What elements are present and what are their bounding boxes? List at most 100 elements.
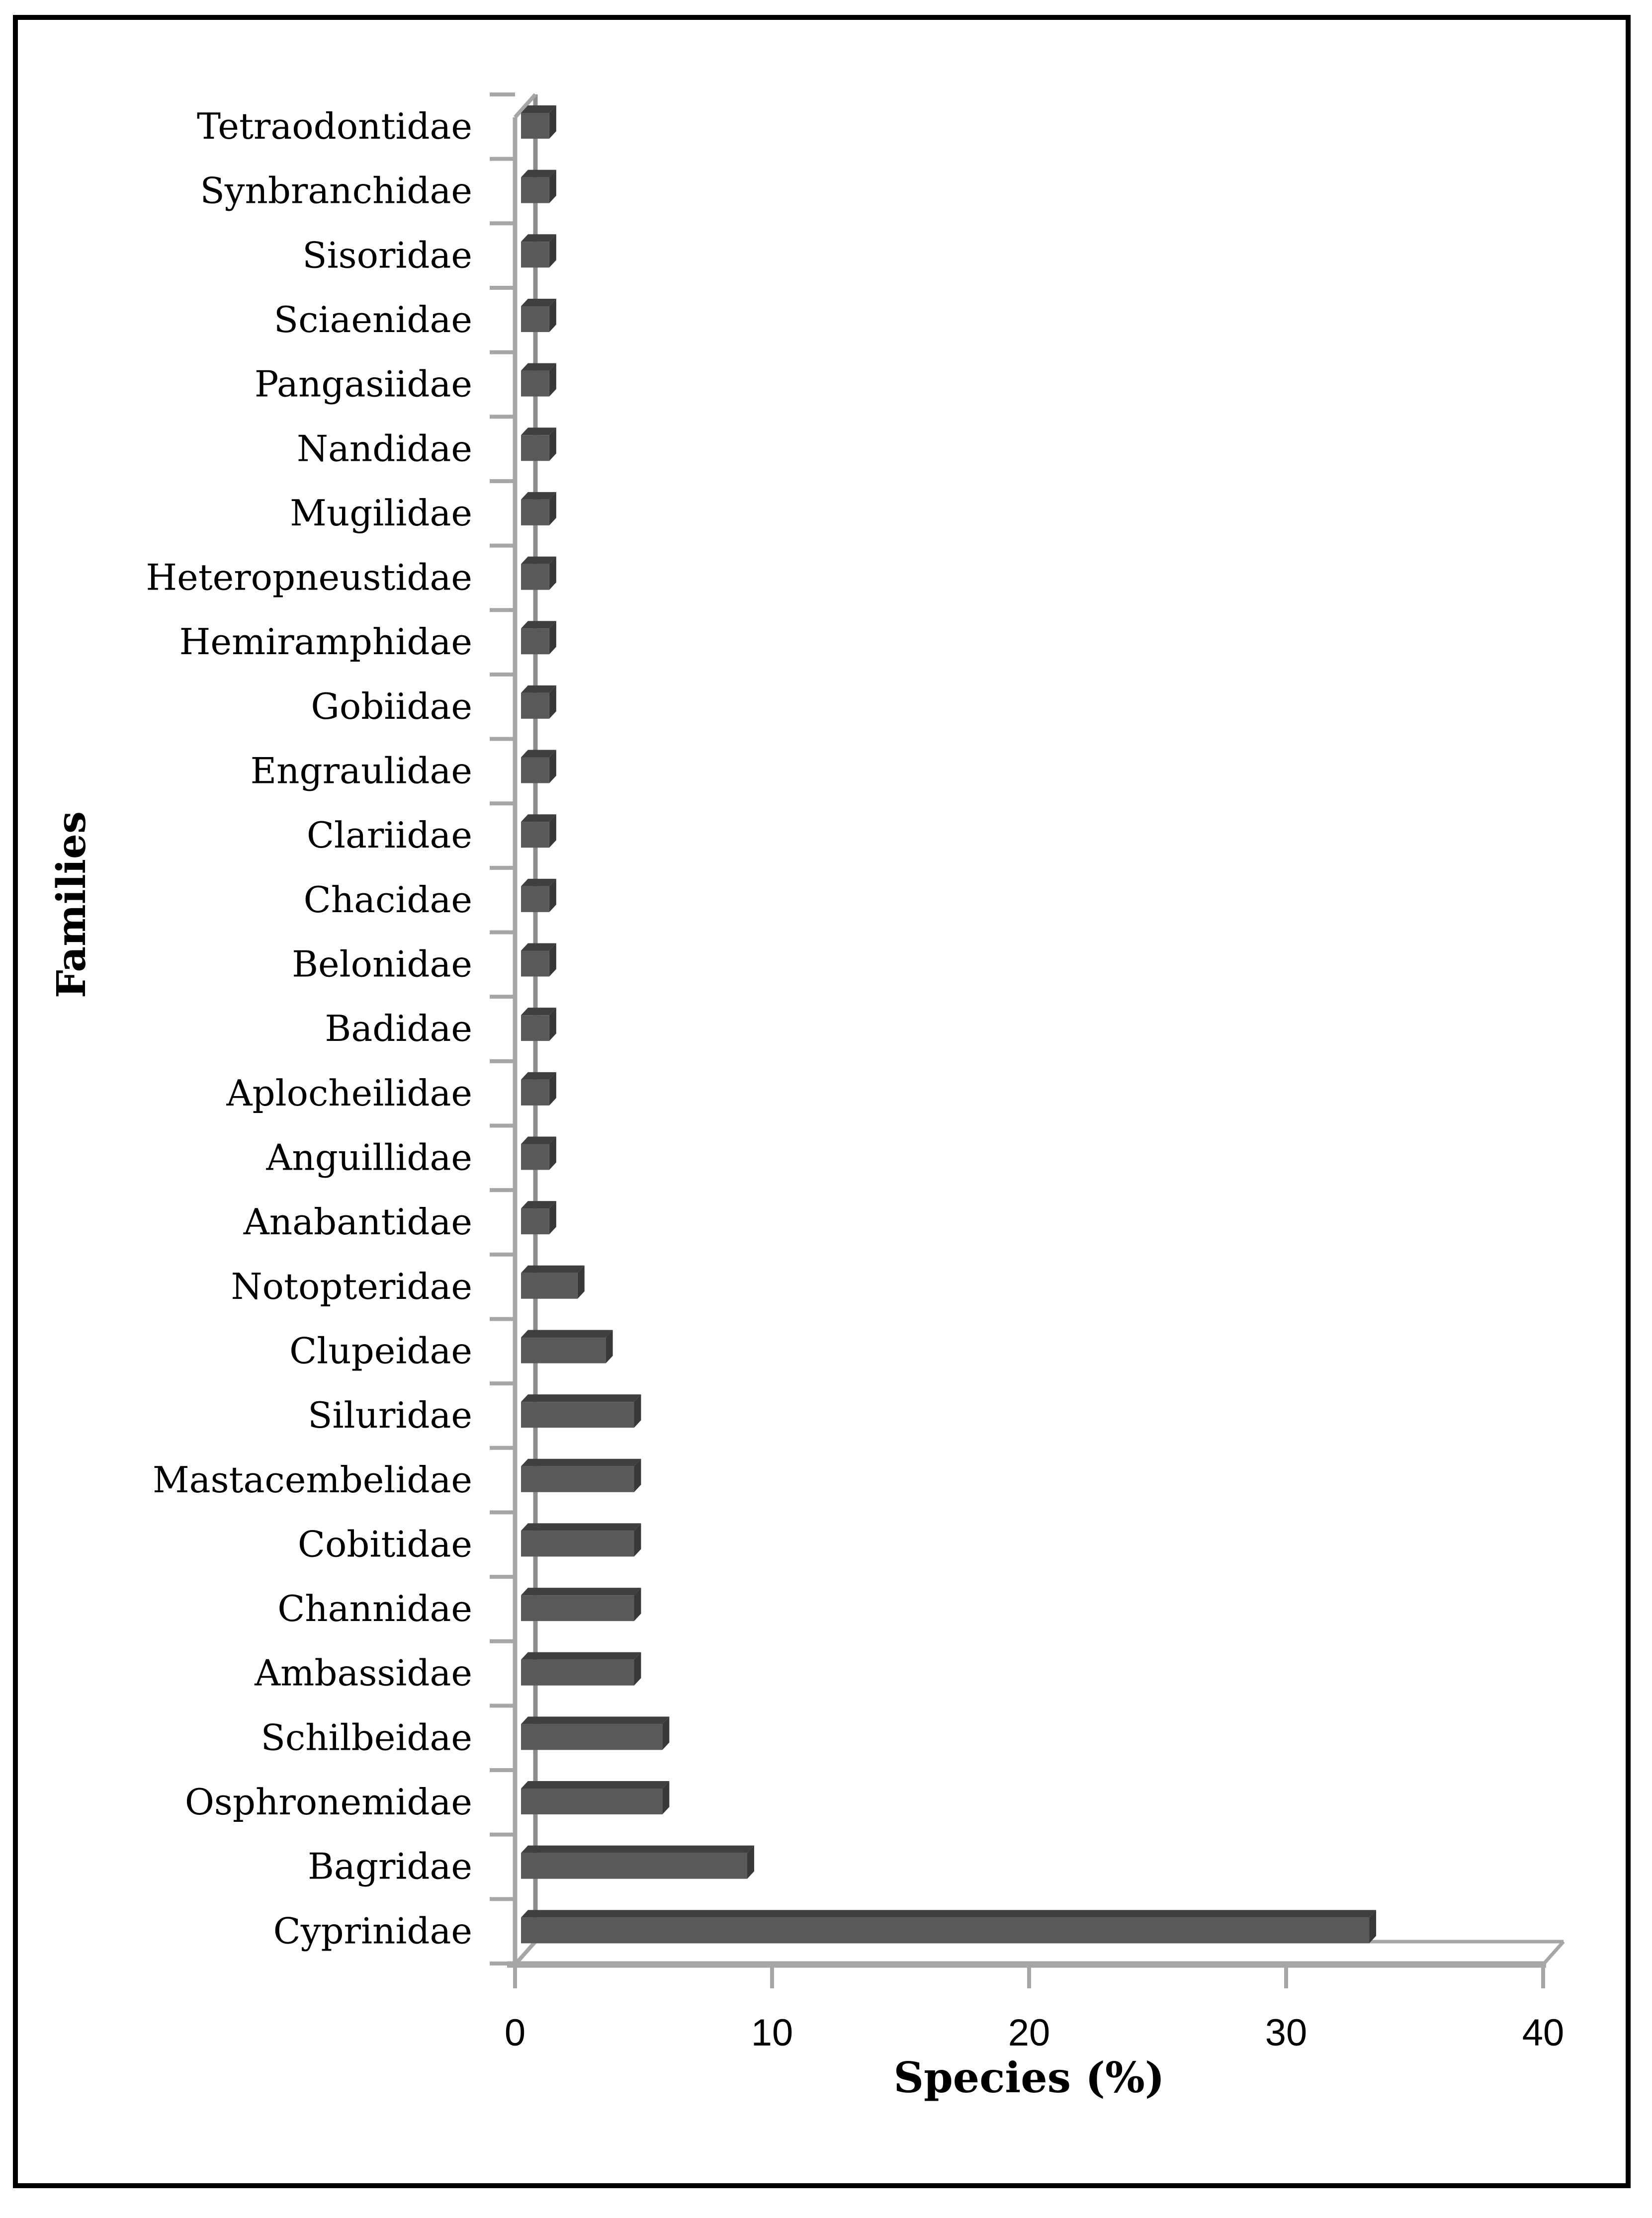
bar-end-face <box>747 1845 754 1879</box>
bar-front-face <box>521 628 549 655</box>
bar-top-face <box>521 427 556 435</box>
bar-front-face <box>521 886 549 912</box>
bar-row <box>521 1201 556 1235</box>
category-label: Notopteridae <box>231 1266 472 1307</box>
bar-end-face <box>606 1330 613 1364</box>
bar-front-face <box>521 1015 549 1041</box>
bar-front-face <box>521 692 549 719</box>
category-label: Siluridae <box>308 1394 472 1436</box>
bar-row <box>521 363 556 397</box>
bar-front-face <box>521 242 549 268</box>
x-tick-label: 20 <box>1008 2012 1050 2054</box>
bar-front-face <box>521 564 549 590</box>
category-label: Clariidae <box>307 814 472 856</box>
bar-end-face <box>634 1652 641 1686</box>
bar-row <box>521 1588 641 1621</box>
bar-front-face <box>521 1402 634 1428</box>
bar-end-face <box>549 234 556 268</box>
bar-row <box>521 1008 556 1041</box>
category-label: Synbranchidae <box>200 170 472 212</box>
bar-top-face <box>521 1716 670 1724</box>
bar-end-face <box>549 427 556 461</box>
category-label: Mugilidae <box>290 492 472 534</box>
bar-row <box>521 685 556 719</box>
bar-row <box>521 1330 613 1364</box>
bar-row <box>521 1136 556 1170</box>
bar-top-face <box>521 1008 556 1016</box>
bar-end-face <box>549 685 556 719</box>
bar-end-face <box>549 105 556 139</box>
bar-front-face <box>521 1659 634 1686</box>
category-label: Chacidae <box>304 879 472 921</box>
bar-top-face <box>521 1136 556 1144</box>
bar-end-face <box>549 1201 556 1235</box>
bar-front-face <box>521 370 549 397</box>
bar-end-face <box>634 1523 641 1557</box>
bar-front-face <box>521 1337 606 1364</box>
category-label: Engraulidae <box>251 750 472 792</box>
bar-front-face <box>521 950 549 977</box>
bar-front-face <box>521 113 549 139</box>
bar-end-face <box>549 1008 556 1041</box>
bar-row <box>521 1910 1377 1944</box>
bar-row <box>521 621 556 655</box>
category-label: Gobiidae <box>311 685 472 727</box>
bar-front-face <box>521 822 549 848</box>
bar-top-face <box>521 1523 641 1531</box>
y-axis-title: Families <box>48 811 94 999</box>
category-label: Belonidae <box>292 943 472 985</box>
bar-front-face <box>521 1079 549 1106</box>
bar-top-face <box>521 1910 1377 1918</box>
category-label: Clupeidae <box>289 1330 472 1371</box>
bar-end-face <box>549 492 556 525</box>
category-label: Nandidae <box>297 427 472 469</box>
category-label: Mastacembelidae <box>153 1459 472 1501</box>
bar-end-face <box>549 363 556 397</box>
bar-top-face <box>521 1072 556 1080</box>
bar-front-face <box>521 499 549 525</box>
bar-row <box>521 1265 585 1299</box>
category-label: Tetraodontidae <box>197 105 472 147</box>
bar-top-face <box>521 363 556 371</box>
bar-front-face <box>521 1531 634 1557</box>
bar-row <box>521 1394 641 1428</box>
bar-front-face <box>521 306 549 332</box>
bar-end-face <box>549 298 556 332</box>
category-label: Schilbeidae <box>261 1716 472 1758</box>
bar-top-face <box>521 556 556 564</box>
bar-top-face <box>521 1781 670 1789</box>
bar-top-face <box>521 1330 613 1338</box>
bar-row <box>521 298 556 332</box>
bar-row <box>521 105 556 139</box>
bar-end-face <box>634 1458 641 1492</box>
bar-front-face <box>521 1724 663 1750</box>
category-label: Badidae <box>325 1008 472 1049</box>
axis-top-depth-line <box>514 93 537 119</box>
bar-row <box>521 1458 641 1492</box>
category-label: Osphronemidae <box>185 1781 472 1823</box>
x-tick-label: 10 <box>751 2012 793 2054</box>
bar-front-face <box>521 1273 578 1299</box>
bar-top-face <box>521 943 556 951</box>
bar-row <box>521 814 556 848</box>
bar-front-face <box>521 1789 663 1815</box>
bar-end-face <box>662 1781 670 1815</box>
bar-front-face <box>521 1208 549 1235</box>
bar-top-face <box>521 105 556 113</box>
bar-end-face <box>662 1716 670 1750</box>
bar-top-face <box>521 750 556 758</box>
bar-end-face <box>549 170 556 203</box>
bar-top-face <box>521 492 556 500</box>
bar-front-face <box>521 177 549 203</box>
bar-front-face <box>521 1466 634 1492</box>
category-label: Hemiramphidae <box>179 621 472 663</box>
bar-end-face <box>634 1394 641 1428</box>
bar-end-face <box>549 878 556 912</box>
bar-top-face <box>521 878 556 886</box>
bar-top-face <box>521 814 556 822</box>
category-label: Channidae <box>277 1588 472 1629</box>
bar-front-face <box>521 435 549 461</box>
category-label: Sciaenidae <box>274 299 472 341</box>
